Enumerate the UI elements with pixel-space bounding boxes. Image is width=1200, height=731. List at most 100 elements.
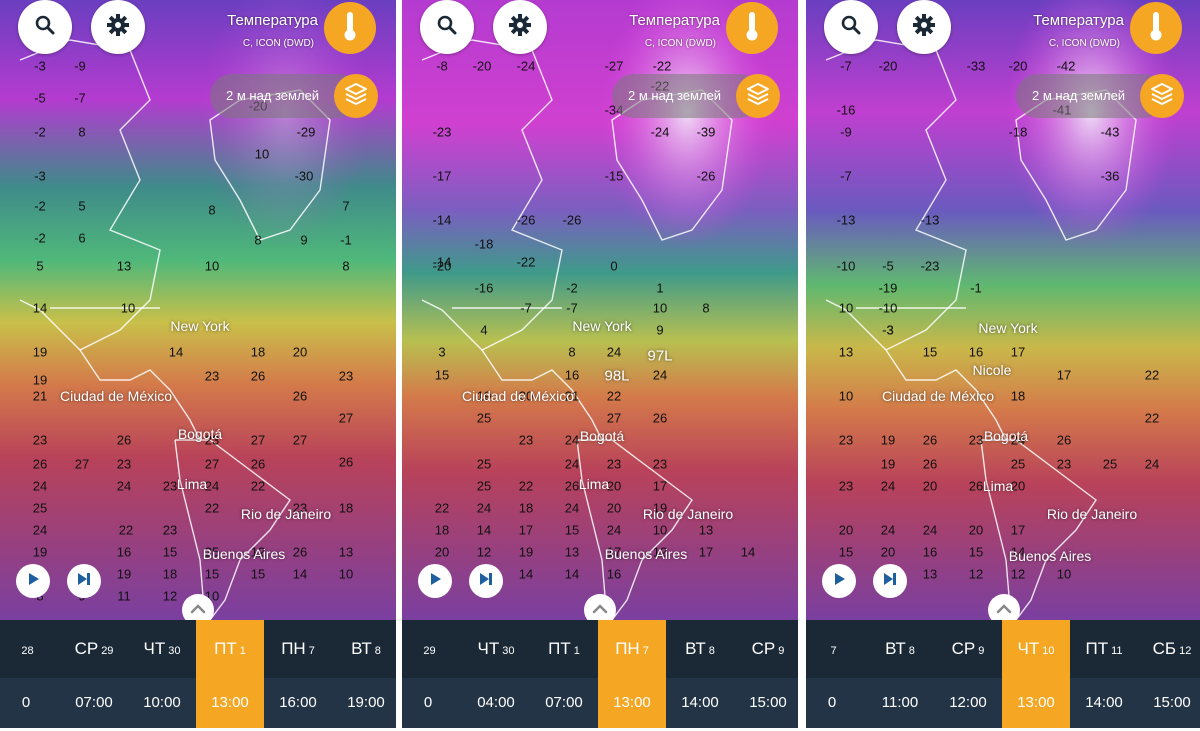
hour-tab[interactable]: 12:00: [949, 694, 987, 711]
hour-tab[interactable]: 19:00: [347, 694, 385, 711]
day-tab[interactable]: ПТ 1: [530, 620, 598, 678]
temperature-label: -24: [650, 124, 670, 140]
temperature-label: 19: [116, 566, 132, 582]
temperature-label: 22: [204, 500, 220, 516]
altitude-button[interactable]: [736, 74, 780, 118]
day-tab[interactable]: 7: [806, 620, 866, 678]
thermometer-icon: [340, 10, 360, 47]
city-label: Ciudad de México: [59, 388, 173, 404]
temperature-label: 16: [606, 566, 622, 582]
temperature-label: 8: [78, 124, 86, 140]
day-tab[interactable]: 28: [0, 620, 60, 678]
temperature-label: 24: [204, 478, 220, 494]
temperature-label: 22: [250, 478, 266, 494]
settings-button[interactable]: [897, 0, 951, 54]
search-button[interactable]: [824, 0, 878, 54]
temperature-label: 27: [74, 456, 90, 472]
play-button[interactable]: [418, 564, 452, 598]
day-tab[interactable]: ПН 7: [598, 620, 666, 678]
altitude-button[interactable]: [334, 74, 378, 118]
temperature-label: 24: [32, 478, 48, 494]
temperature-label: 18: [1010, 388, 1026, 404]
hour-tab[interactable]: 0: [827, 694, 837, 711]
temperature-label: -42: [1056, 58, 1076, 74]
day-tab[interactable]: ПН 7: [264, 620, 332, 678]
search-button[interactable]: [420, 0, 474, 54]
temperature-label: 22: [518, 478, 534, 494]
temperature-label: -33: [966, 58, 986, 74]
layer-select-button[interactable]: [726, 2, 778, 54]
play-button[interactable]: [822, 564, 856, 598]
temperature-label: 26: [652, 410, 668, 426]
day-tab[interactable]: СР 29: [60, 620, 128, 678]
temperature-label: 16: [968, 344, 984, 360]
temperature-label: 15: [564, 522, 580, 538]
step-forward-button[interactable]: [469, 564, 503, 598]
day-tab[interactable]: ЧТ 30: [462, 620, 530, 678]
day-tab[interactable]: ПТ 11: [1070, 620, 1138, 678]
layer-select-button[interactable]: [1130, 2, 1182, 54]
hour-tab[interactable]: 13:00: [598, 678, 666, 728]
day-tab[interactable]: ВТ 8: [666, 620, 734, 678]
day-tab[interactable]: СБ 12: [1138, 620, 1200, 678]
day-tab[interactable]: СР 9: [734, 620, 798, 678]
temperature-label: -5: [882, 258, 894, 274]
day-tab[interactable]: ВТ 8: [866, 620, 934, 678]
temperature-label: 26: [922, 456, 938, 472]
step-forward-button[interactable]: [873, 564, 907, 598]
temperature-label: -26: [562, 212, 582, 228]
hour-tab[interactable]: 07:00: [545, 694, 583, 711]
play-icon: [832, 572, 846, 591]
hour-tab[interactable]: 0: [423, 694, 433, 711]
day-number: 9: [778, 645, 785, 657]
temperature-label: 17: [1010, 522, 1026, 538]
city-label: Rio de Janeiro: [1046, 506, 1138, 522]
layer-select-button[interactable]: [324, 2, 376, 54]
temperature-label: -36: [1100, 168, 1120, 184]
settings-button[interactable]: [493, 0, 547, 54]
step-forward-button[interactable]: [67, 564, 101, 598]
layer-title: Температура: [629, 12, 720, 29]
temperature-label: 27: [606, 410, 622, 426]
hour-tab[interactable]: 15:00: [1153, 694, 1191, 711]
search-icon: [436, 14, 458, 41]
hour-tab[interactable]: 11:00: [881, 694, 919, 711]
temperature-label: 24: [476, 500, 492, 516]
day-tab[interactable]: ПТ 1: [196, 620, 264, 678]
temperature-label: 24: [880, 478, 896, 494]
gear-icon: [508, 13, 532, 42]
day-tab[interactable]: 29: [402, 620, 462, 678]
city-label: Buenos Aires: [1008, 548, 1092, 564]
altitude-selector[interactable]: 2 м над землей: [612, 74, 762, 118]
hour-tab[interactable]: 16:00: [279, 694, 317, 711]
day-tab[interactable]: ЧТ 30: [128, 620, 196, 678]
day-tab[interactable]: СР 9: [934, 620, 1002, 678]
hour-tab[interactable]: 07:00: [75, 694, 113, 711]
temperature-label: -26: [516, 212, 536, 228]
storm-label: 97L: [647, 347, 673, 365]
search-button[interactable]: [18, 0, 72, 54]
hour-tab[interactable]: 15:00: [749, 694, 787, 711]
altitude-button[interactable]: [1140, 74, 1184, 118]
day-name: ЧТ: [1017, 639, 1040, 658]
day-tab[interactable]: ВТ 8: [332, 620, 396, 678]
hour-tab[interactable]: 14:00: [681, 694, 719, 711]
temperature-label: -29: [296, 124, 316, 140]
temperature-label: 15: [434, 367, 450, 383]
settings-button[interactable]: [91, 0, 145, 54]
play-button[interactable]: [16, 564, 50, 598]
temperature-label: 20: [292, 344, 308, 360]
hour-tab[interactable]: 0: [21, 694, 31, 711]
hour-tab[interactable]: 04:00: [477, 694, 515, 711]
hour-tab[interactable]: 10:00: [143, 694, 181, 711]
temperature-label: 24: [606, 522, 622, 538]
temperature-label: 14: [518, 566, 534, 582]
hour-tab[interactable]: 13:00: [1002, 678, 1070, 728]
temperature-label: -3: [34, 58, 46, 74]
temperature-label: 25: [32, 500, 48, 516]
hour-tab[interactable]: 14:00: [1085, 694, 1123, 711]
day-tab[interactable]: ЧТ 10: [1002, 620, 1070, 678]
hour-tab[interactable]: 13:00: [196, 678, 264, 728]
chevron-up-icon: [190, 601, 206, 619]
